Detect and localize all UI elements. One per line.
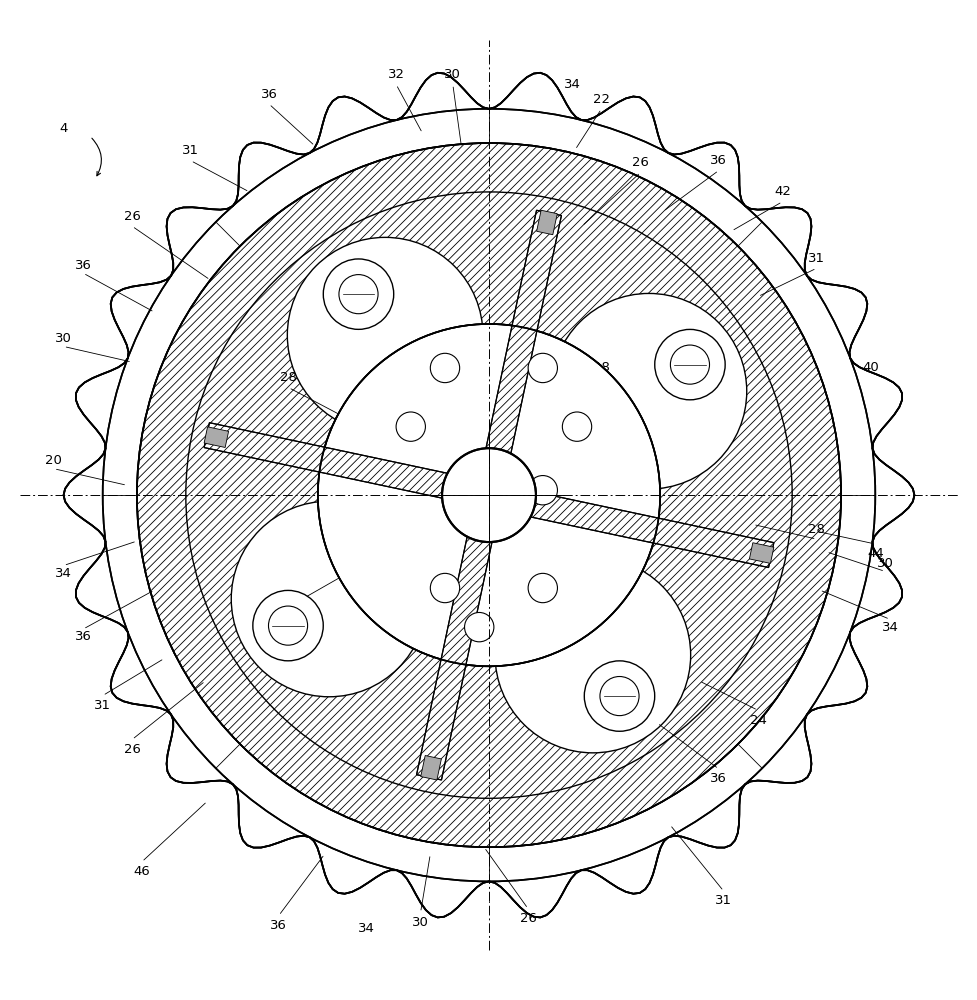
Text: 34: 34 [358, 922, 375, 935]
Text: 46: 46 [133, 865, 150, 878]
Polygon shape [748, 543, 773, 563]
Text: 40: 40 [861, 361, 878, 374]
Text: 30: 30 [55, 332, 72, 345]
Polygon shape [486, 483, 773, 568]
Text: 28: 28 [514, 616, 531, 629]
Circle shape [339, 275, 378, 314]
Text: 36: 36 [260, 88, 277, 101]
Circle shape [430, 353, 459, 383]
Polygon shape [420, 756, 441, 780]
Circle shape [137, 143, 840, 847]
Text: 4: 4 [60, 122, 67, 135]
Text: 31: 31 [94, 699, 111, 712]
Circle shape [287, 237, 483, 433]
Text: 38: 38 [458, 496, 476, 509]
Circle shape [396, 412, 425, 441]
Circle shape [562, 412, 591, 441]
Text: 32: 32 [387, 68, 404, 81]
Circle shape [528, 353, 557, 383]
Text: 30: 30 [411, 916, 429, 929]
Text: 20: 20 [45, 454, 63, 467]
Text: 36: 36 [709, 772, 727, 785]
Text: 28: 28 [807, 523, 825, 536]
Circle shape [323, 259, 394, 329]
Wedge shape [103, 109, 874, 881]
Text: 31: 31 [714, 894, 732, 907]
Text: 26: 26 [123, 210, 141, 223]
Polygon shape [476, 210, 561, 498]
FancyArrowPatch shape [92, 138, 102, 176]
Circle shape [318, 324, 659, 666]
Text: 36: 36 [74, 630, 92, 643]
Polygon shape [536, 210, 557, 235]
Circle shape [551, 293, 746, 489]
Text: 34: 34 [55, 567, 72, 580]
Text: 36: 36 [709, 154, 727, 167]
Circle shape [231, 501, 426, 697]
Circle shape [528, 573, 557, 603]
Circle shape [464, 612, 493, 642]
Text: 24: 24 [748, 714, 766, 727]
Text: 34: 34 [563, 78, 580, 91]
Circle shape [430, 573, 459, 603]
Polygon shape [204, 423, 491, 508]
Circle shape [253, 590, 323, 661]
Circle shape [528, 476, 557, 505]
Polygon shape [204, 427, 229, 447]
Text: 28: 28 [592, 361, 610, 374]
Polygon shape [64, 73, 913, 917]
Text: 22: 22 [592, 93, 610, 106]
Text: 30: 30 [875, 557, 893, 570]
Text: 42: 42 [773, 185, 790, 198]
Text: 30: 30 [444, 68, 461, 81]
Text: 36: 36 [270, 919, 287, 932]
Text: 31: 31 [807, 252, 825, 265]
Circle shape [599, 677, 638, 716]
Text: 26: 26 [631, 156, 649, 169]
Circle shape [442, 448, 535, 542]
Text: 28: 28 [270, 616, 287, 629]
Text: 26: 26 [123, 743, 141, 756]
Circle shape [583, 661, 654, 731]
Text: 31: 31 [182, 144, 199, 157]
Text: 36: 36 [74, 259, 92, 272]
Circle shape [269, 606, 308, 645]
Circle shape [669, 345, 708, 384]
Text: 26: 26 [519, 912, 536, 925]
Polygon shape [416, 492, 501, 780]
Circle shape [494, 557, 690, 753]
Text: 44: 44 [866, 547, 883, 560]
Text: 28: 28 [279, 371, 297, 384]
Circle shape [654, 329, 724, 400]
Text: 34: 34 [880, 621, 898, 634]
